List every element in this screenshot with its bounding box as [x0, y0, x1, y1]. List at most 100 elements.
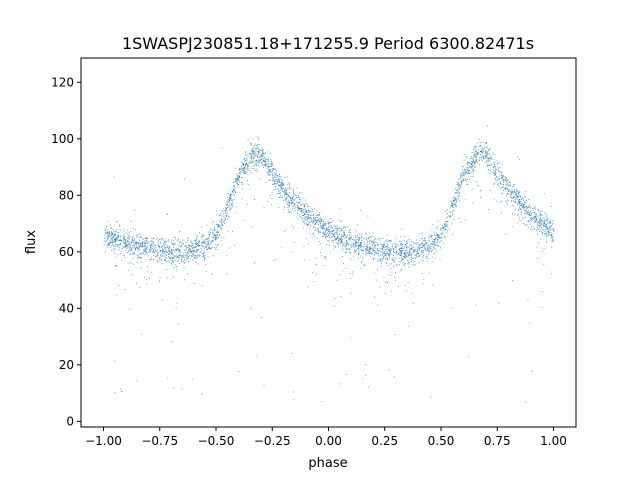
data-point: [152, 251, 154, 253]
data-point: [286, 197, 288, 199]
data-point: [322, 226, 324, 228]
data-point: [437, 226, 438, 228]
data-point: [491, 171, 493, 173]
data-point: [151, 257, 152, 259]
data-point: [419, 244, 421, 246]
data-point: [379, 250, 381, 252]
data-point: [172, 258, 173, 260]
data-point: [342, 244, 344, 246]
data-point: [155, 238, 157, 240]
data-point: [334, 228, 336, 230]
data-point: [428, 253, 430, 255]
data-point: [425, 249, 426, 251]
data-point: [107, 231, 108, 233]
data-point: [217, 245, 218, 246]
data-point: [113, 247, 115, 249]
data-point: [282, 181, 284, 183]
data-point: [320, 220, 321, 222]
data-point: [386, 249, 388, 251]
data-point: [333, 236, 335, 238]
data-point: [414, 248, 416, 250]
data-point: [254, 163, 256, 164]
data-point: [250, 144, 252, 146]
data-point: [229, 189, 231, 191]
data-point: [449, 200, 451, 202]
data-point: [495, 168, 496, 170]
data-point: [205, 271, 207, 273]
data-point: [142, 238, 144, 240]
data-point: [323, 236, 325, 238]
data-point: [179, 251, 181, 253]
data-point: [241, 168, 243, 170]
data-point: [242, 184, 243, 185]
data-point: [164, 240, 166, 242]
data-point: [539, 219, 541, 221]
data-point: [493, 169, 495, 171]
data-point: [363, 250, 364, 252]
data-point: [312, 233, 314, 235]
data-point: [154, 251, 156, 253]
data-point: [378, 260, 380, 262]
data-point: [431, 250, 433, 251]
data-point: [431, 240, 433, 242]
data-point: [186, 246, 187, 248]
data-point: [414, 249, 416, 250]
data-point: [377, 238, 378, 240]
data-point: [204, 246, 206, 248]
data-point: [316, 273, 318, 275]
data-point: [242, 170, 244, 171]
x-tick-label: 0.25: [371, 434, 398, 448]
data-point: [308, 215, 310, 216]
data-point: [314, 218, 316, 220]
data-point: [413, 243, 415, 245]
data-point: [501, 174, 502, 176]
data-point: [357, 248, 359, 250]
data-point: [117, 240, 119, 241]
data-point: [501, 212, 502, 214]
data-point: [301, 208, 302, 210]
data-point: [500, 183, 501, 184]
data-point: [190, 239, 192, 241]
data-point: [213, 236, 215, 238]
data-point: [508, 200, 510, 202]
data-point: [357, 240, 359, 242]
data-point: [388, 249, 390, 251]
data-point: [274, 169, 276, 171]
data-point: [509, 182, 511, 183]
data-point: [315, 215, 317, 217]
data-point: [518, 196, 519, 198]
data-point: [322, 226, 323, 228]
data-point: [530, 218, 532, 220]
data-point: [417, 253, 418, 255]
data-point: [236, 177, 238, 179]
data-point: [512, 190, 514, 192]
data-point: [117, 236, 119, 237]
data-point: [395, 243, 397, 245]
data-point: [398, 258, 400, 259]
data-point: [294, 199, 295, 201]
data-point: [489, 173, 491, 174]
data-point: [260, 162, 262, 164]
data-point: [387, 244, 389, 246]
data-point: [187, 237, 189, 239]
data-point: [377, 245, 379, 247]
data-point: [514, 196, 516, 197]
data-point: [291, 251, 293, 253]
data-point: [214, 235, 216, 237]
data-point: [131, 240, 133, 242]
data-point: [142, 244, 143, 245]
data-point: [541, 211, 543, 212]
data-point: [428, 272, 430, 274]
data-point: [493, 159, 495, 161]
data-point: [333, 234, 335, 236]
data-point: [214, 238, 216, 240]
data-point: [187, 240, 189, 241]
data-point: [123, 237, 125, 239]
data-point: [247, 170, 249, 172]
data-point: [245, 154, 247, 156]
data-point: [120, 239, 122, 241]
data-point: [173, 276, 174, 278]
data-point: [369, 253, 370, 254]
data-point: [367, 249, 369, 251]
data-point: [524, 224, 526, 226]
